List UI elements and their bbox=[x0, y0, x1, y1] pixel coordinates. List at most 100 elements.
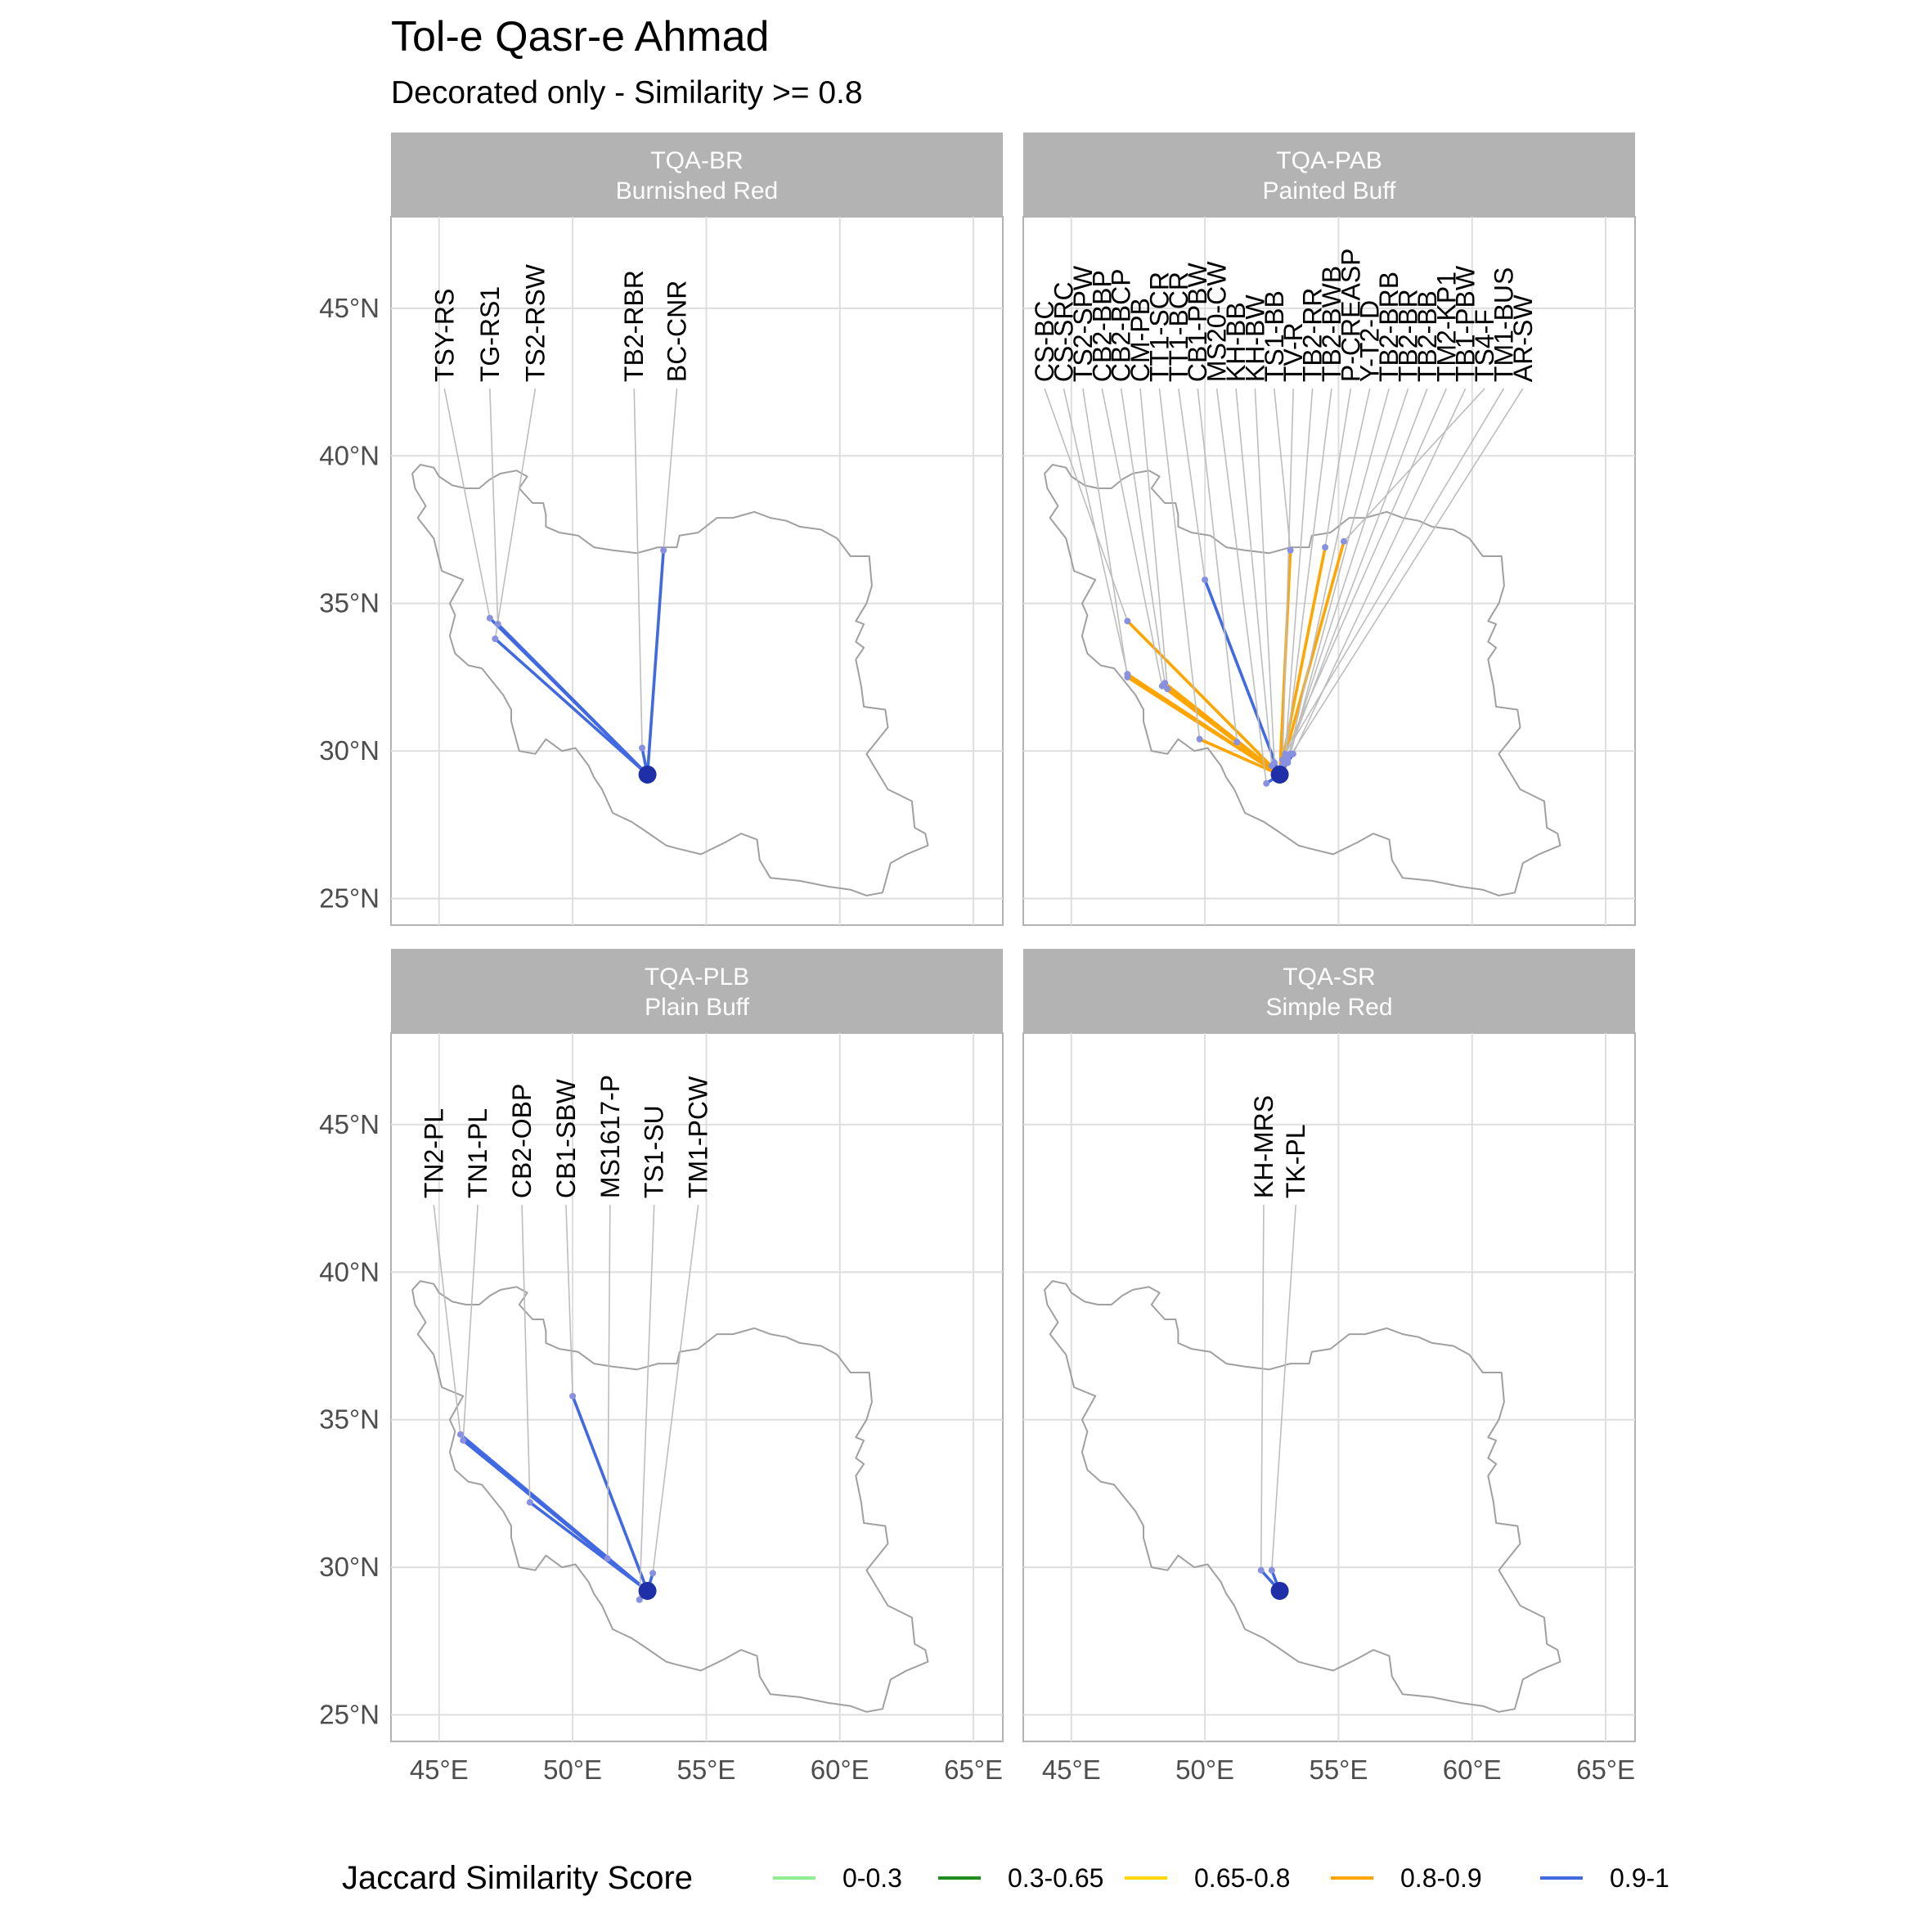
site-point bbox=[1202, 576, 1209, 583]
legend-label: 0-0.3 bbox=[842, 1863, 902, 1893]
similarity-line bbox=[496, 622, 649, 776]
site-label: KH-BB bbox=[1221, 302, 1251, 382]
site-label: CS-SRC bbox=[1049, 281, 1078, 382]
facet-strip-code: TQA-PLB bbox=[645, 964, 749, 991]
iran-border bbox=[1044, 464, 1561, 896]
leader-line bbox=[1289, 388, 1390, 754]
facet-strip bbox=[1023, 949, 1635, 1033]
site-label: TS1-SU bbox=[640, 1105, 669, 1198]
figure-subtitle: Decorated only - Similarity >= 0.8 bbox=[391, 75, 863, 110]
site-label: TM1-PCW bbox=[684, 1076, 713, 1198]
facet-strip bbox=[391, 133, 1003, 217]
leader-line bbox=[1282, 389, 1294, 766]
origin-site-point bbox=[1270, 765, 1289, 784]
y-tick-label: 25°N bbox=[319, 1700, 380, 1730]
facet-strip-code: TQA-BR bbox=[650, 147, 743, 174]
site-point bbox=[1340, 537, 1347, 545]
similarity-line bbox=[1203, 579, 1282, 775]
y-tick-label: 30°N bbox=[319, 1552, 380, 1582]
y-tick-label: 40°N bbox=[319, 440, 380, 470]
y-tick-label: 35°N bbox=[319, 1404, 380, 1435]
site-label: TB2-RR bbox=[1298, 288, 1328, 383]
leader-line bbox=[521, 1205, 531, 1503]
facet-panel-tqa-br: TQA-BR Burnished Red TSY-RS TG-RS1 TS2-RSW TB… bbox=[390, 133, 1004, 926]
site-point bbox=[1284, 756, 1292, 763]
facet-strip-code: TQA-PAB bbox=[1276, 147, 1382, 174]
site-point bbox=[456, 1431, 464, 1438]
site-label: CB2-BBP bbox=[1087, 270, 1117, 382]
panel-background bbox=[390, 216, 1004, 926]
facet-panel-tqa-sr: TQA-SR Simple Red KH-MRS TK-PL bbox=[1022, 949, 1636, 1742]
site-label: CB2-BCP bbox=[1107, 268, 1136, 382]
iran-border bbox=[411, 464, 929, 896]
site-label: P-CREASP bbox=[1336, 248, 1365, 382]
x-tick-label: 50°E bbox=[543, 1755, 602, 1785]
site-point bbox=[1257, 1566, 1265, 1574]
leader-line bbox=[633, 389, 643, 748]
x-tick-label: 55°E bbox=[1309, 1755, 1368, 1785]
x-tick-label: 55°E bbox=[676, 1755, 735, 1785]
site-label: CB1-PBW bbox=[1183, 262, 1212, 382]
site-labels: TSY-RS TG-RS1 TS2-RSW TB2-RBR BC-CNR bbox=[429, 263, 691, 382]
gridlines bbox=[1023, 1033, 1635, 1741]
leader-line bbox=[443, 388, 491, 618]
site-label: TB1-PBW bbox=[1451, 265, 1480, 382]
leader-line bbox=[1063, 388, 1129, 675]
leader-line bbox=[1287, 388, 1524, 761]
y-tick-label: 40°N bbox=[319, 1256, 380, 1287]
site-point bbox=[1278, 756, 1286, 763]
x-tick-label: 45°E bbox=[1042, 1755, 1101, 1785]
site-point bbox=[492, 635, 499, 642]
site-point bbox=[636, 1596, 643, 1603]
similarity-line bbox=[571, 1395, 649, 1592]
leader-line bbox=[494, 388, 537, 640]
gridlines bbox=[1023, 217, 1635, 925]
leader-line bbox=[1120, 388, 1166, 684]
leader-line bbox=[1158, 388, 1201, 739]
leader-line bbox=[1044, 388, 1129, 622]
site-label: TS1-BB bbox=[1260, 290, 1289, 382]
origin-site-point bbox=[1270, 1581, 1289, 1600]
label-leaders bbox=[1260, 1205, 1296, 1570]
label-leaders bbox=[443, 388, 678, 748]
site-label: TS2-RSW bbox=[520, 263, 550, 382]
leader-line bbox=[1284, 388, 1505, 755]
site-label: TN1-PL bbox=[463, 1108, 492, 1198]
y-axes: 25°N 30°N 35°N 40°N 45°N 25°N 30°N 35°N 40°N 45°N bbox=[319, 293, 380, 1730]
similarity-line bbox=[494, 637, 649, 776]
similarity-line bbox=[1126, 676, 1281, 776]
site-points bbox=[456, 1392, 657, 1603]
site-label: CS-BC bbox=[1030, 301, 1059, 383]
site-point bbox=[660, 546, 667, 554]
site-point bbox=[1268, 1566, 1275, 1574]
label-leaders bbox=[1044, 388, 1524, 784]
site-point bbox=[1271, 759, 1278, 766]
facet-panel-tqa-plb: TQA-PLB Plain Buff TN2-PL TN1-PL CB2-OBP CB1-… bbox=[390, 949, 1004, 1742]
site-point bbox=[649, 1570, 657, 1577]
x-tick-label: 65°E bbox=[944, 1755, 1003, 1785]
y-tick-label: 35°N bbox=[319, 588, 380, 618]
leader-line bbox=[1139, 388, 1169, 690]
site-label: Y-T2-D bbox=[1355, 300, 1385, 382]
leader-line bbox=[638, 1205, 655, 1600]
site-point bbox=[1322, 544, 1329, 551]
site-point bbox=[569, 1392, 577, 1400]
similarity-line bbox=[1126, 620, 1281, 776]
site-labels: KH-MRS TK-PL bbox=[1249, 1095, 1310, 1198]
facet-strip-name: Painted Buff bbox=[1263, 177, 1397, 204]
site-label: TB2-BB bbox=[1413, 290, 1442, 382]
y-tick-label: 30°N bbox=[319, 735, 380, 766]
site-label: TS2-SPW bbox=[1068, 265, 1098, 382]
similarity-line bbox=[1198, 738, 1281, 776]
panel-background bbox=[1022, 1032, 1636, 1742]
site-label: KH-BW bbox=[1240, 294, 1269, 382]
site-labels: TN2-PL TN1-PL CB2-OBP CB1-SBW MS1617-P TS1-SU… bbox=[419, 1075, 712, 1198]
similarity-line bbox=[645, 550, 665, 775]
facet-strip-name: Simple Red bbox=[1265, 994, 1392, 1021]
site-point bbox=[1287, 546, 1294, 554]
y-tick-label: 45°N bbox=[319, 1109, 380, 1139]
site-label: TB2-BRB bbox=[1374, 272, 1404, 382]
leader-line bbox=[606, 1205, 611, 1559]
leader-line bbox=[462, 1205, 479, 1440]
